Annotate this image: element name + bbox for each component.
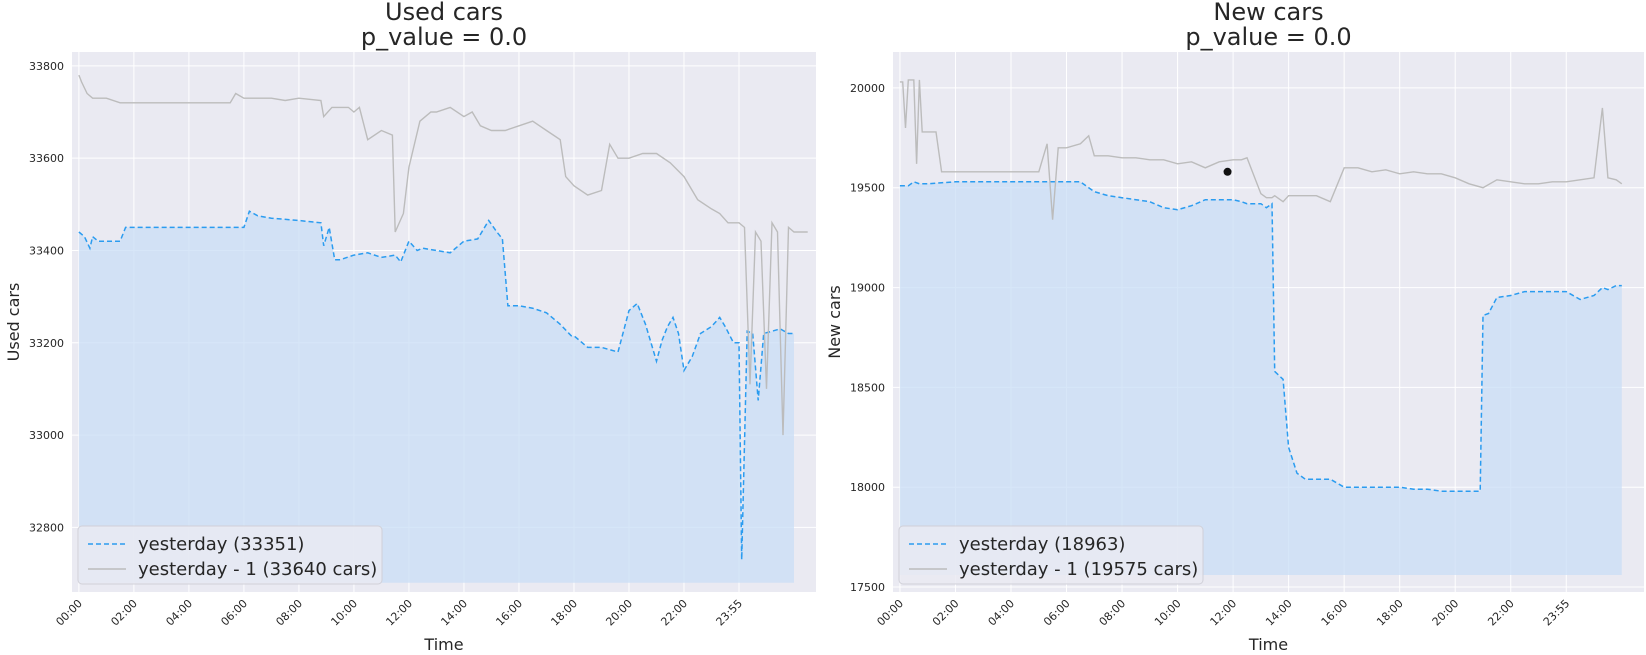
series-line-1 xyxy=(78,74,808,436)
x-tick-label: 10:00 xyxy=(1152,597,1184,629)
legend-box xyxy=(898,525,1204,585)
y-tick-label: 18500 xyxy=(850,381,885,394)
x-tick-label: 06:00 xyxy=(1041,597,1073,629)
chart-subtitle: p_value = 0.0 xyxy=(361,23,527,51)
series-line-0 xyxy=(78,210,794,560)
x-tick-label: 22:00 xyxy=(1485,597,1517,629)
y-tick-label: 33200 xyxy=(29,337,64,350)
legend-entry: yesterday - 1 (33640 cars) xyxy=(138,559,377,580)
x-tick-label: 02:00 xyxy=(108,597,140,629)
y-tick-label: 33800 xyxy=(29,60,64,73)
x-tick-label: 20:00 xyxy=(1430,597,1462,629)
x-tick-label: 12:00 xyxy=(383,597,415,629)
series-fill-0 xyxy=(78,211,794,583)
legend-entry: yesterday (33351) xyxy=(138,534,304,555)
x-axis-label: Time xyxy=(423,635,463,654)
y-tick-label: 19500 xyxy=(850,182,885,195)
legend-box xyxy=(77,525,383,585)
x-tick-label: 16:00 xyxy=(493,597,525,629)
x-tick-label: 23:55 xyxy=(713,597,745,629)
x-tick-label: 16:00 xyxy=(1319,597,1351,629)
y-tick-label: 18000 xyxy=(850,481,885,494)
chart-panel-1: 17500 18000 18500 19000 19500 20000 00:00 02:00… xyxy=(825,0,1644,654)
x-tick-label: 04:00 xyxy=(986,597,1018,629)
y-tick-label: 20000 xyxy=(850,82,885,95)
y-tick-label: 33000 xyxy=(29,429,64,442)
x-tick-label: 08:00 xyxy=(1097,597,1129,629)
x-axis-label: Time xyxy=(1248,635,1288,654)
chart-title: New cars xyxy=(1213,0,1323,26)
x-tick-label: 12:00 xyxy=(1208,597,1240,629)
y-tick-label: 33400 xyxy=(29,244,64,257)
x-tick-label: 10:00 xyxy=(328,597,360,629)
legend-entry: yesterday - 1 (19575 cars) xyxy=(959,559,1198,580)
x-tick-label: 22:00 xyxy=(658,597,690,629)
series-line-1 xyxy=(899,79,1623,220)
series-line-0 xyxy=(899,180,1622,492)
legend-entry: yesterday (18963) xyxy=(959,534,1125,555)
highlight-marker xyxy=(1223,167,1232,176)
y-tick-label: 32800 xyxy=(29,521,64,534)
series-fill-0 xyxy=(899,181,1622,576)
x-tick-label: 20:00 xyxy=(603,597,635,629)
x-tick-label: 14:00 xyxy=(438,597,470,629)
x-tick-label: 00:00 xyxy=(53,597,85,629)
legend: yesterday (18963) yesterday - 1 (19575 ca… xyxy=(898,525,1204,585)
y-tick-label: 33600 xyxy=(29,152,64,165)
y-tick-label: 19000 xyxy=(850,282,885,295)
x-tick-label: 04:00 xyxy=(163,597,195,629)
x-tick-label: 18:00 xyxy=(548,597,580,629)
x-tick-label: 02:00 xyxy=(930,597,962,629)
x-tick-label: 18:00 xyxy=(1374,597,1406,629)
x-tick-label: 23:55 xyxy=(1541,597,1573,629)
y-tick-label: 17500 xyxy=(850,581,885,594)
y-axis-label: Used cars xyxy=(4,283,23,362)
y-axis-label: New cars xyxy=(825,285,844,359)
x-tick-label: 08:00 xyxy=(273,597,305,629)
x-tick-label: 06:00 xyxy=(218,597,250,629)
chart-title: Used cars xyxy=(385,0,503,26)
x-tick-label: 14:00 xyxy=(1263,597,1295,629)
legend: yesterday (33351) yesterday - 1 (33640 ca… xyxy=(77,525,383,585)
chart-panel-0: 32800 33000 33200 33400 33600 33800 00:00 02:00… xyxy=(4,0,816,654)
x-tick-label: 00:00 xyxy=(874,597,906,629)
chart-subtitle: p_value = 0.0 xyxy=(1185,23,1351,51)
